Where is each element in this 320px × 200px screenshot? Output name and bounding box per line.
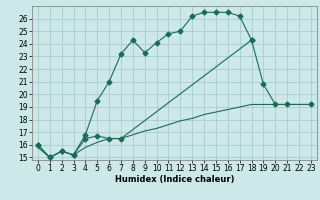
X-axis label: Humidex (Indice chaleur): Humidex (Indice chaleur): [115, 175, 234, 184]
